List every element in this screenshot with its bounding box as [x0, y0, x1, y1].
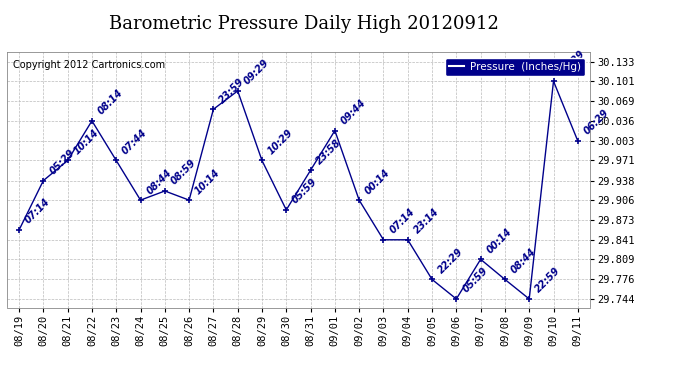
Text: 05:59: 05:59 [460, 266, 489, 295]
Text: 08:14: 08:14 [96, 88, 125, 117]
Text: 05:59: 05:59 [290, 177, 319, 206]
Text: 00:14: 00:14 [485, 226, 513, 255]
Text: 08:59: 08:59 [169, 158, 198, 187]
Text: 22:59: 22:59 [533, 266, 562, 295]
Text: 09:29: 09:29 [242, 58, 270, 87]
Text: 10:14: 10:14 [193, 167, 222, 196]
Text: 22:29: 22:29 [436, 246, 465, 275]
Text: 07:14: 07:14 [23, 197, 52, 226]
Text: 23:59: 23:59 [217, 76, 246, 105]
Text: 23:58: 23:58 [315, 137, 344, 166]
Text: 09:44: 09:44 [339, 98, 368, 126]
Text: Barometric Pressure Daily High 20120912: Barometric Pressure Daily High 20120912 [108, 15, 499, 33]
Text: 05:29: 05:29 [48, 147, 77, 177]
Text: 10:14: 10:14 [72, 128, 101, 156]
Text: 08:29: 08:29 [558, 48, 586, 77]
Text: 06:29: 06:29 [582, 108, 611, 137]
Text: Copyright 2012 Cartronics.com: Copyright 2012 Cartronics.com [12, 60, 165, 70]
Text: 08:44: 08:44 [509, 246, 538, 275]
Legend: Pressure  (Inches/Hg): Pressure (Inches/Hg) [444, 58, 584, 76]
Text: 23:14: 23:14 [412, 207, 441, 236]
Text: 07:44: 07:44 [120, 128, 149, 156]
Text: 07:14: 07:14 [388, 207, 417, 236]
Text: 08:44: 08:44 [145, 167, 174, 196]
Text: 10:29: 10:29 [266, 128, 295, 156]
Text: 00:14: 00:14 [364, 167, 392, 196]
